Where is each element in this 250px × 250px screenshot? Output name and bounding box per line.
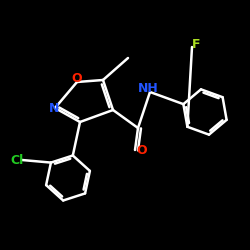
Text: O: O (136, 144, 146, 156)
Text: O: O (72, 72, 82, 85)
Text: Cl: Cl (10, 154, 24, 166)
Text: NH: NH (138, 82, 158, 96)
Text: F: F (192, 38, 201, 51)
Text: N: N (48, 102, 59, 114)
